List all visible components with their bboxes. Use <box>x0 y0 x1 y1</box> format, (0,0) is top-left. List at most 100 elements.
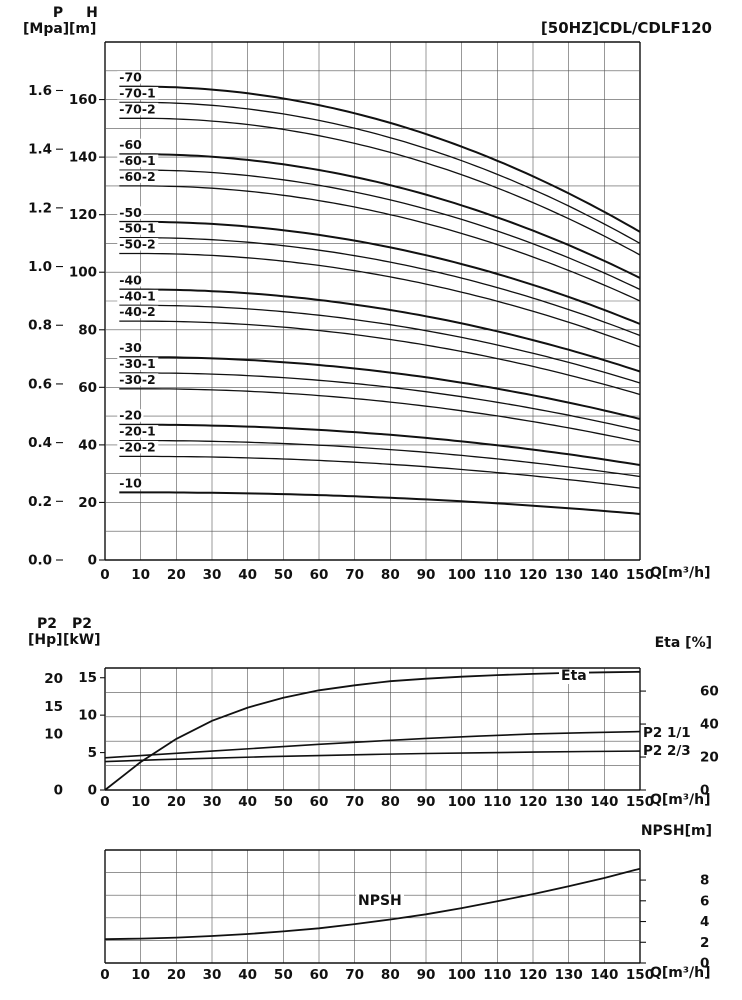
eta-tick: 20 <box>700 750 719 766</box>
p-tick: 0.8 <box>28 318 52 334</box>
npsh-tick: 8 <box>700 873 709 889</box>
p2-kw-axis-name: P2 <box>72 616 93 632</box>
curve-label-50: -50 <box>119 205 142 220</box>
curve-label-mask <box>117 102 159 116</box>
curve-label-mask <box>117 373 159 386</box>
curve-label-20: -20 <box>119 408 142 423</box>
x-tick-mid: 70 <box>345 794 364 810</box>
x-tick-bottom: 0 <box>100 967 109 983</box>
curve-label-mask <box>117 206 144 219</box>
kw-axis-unit: [kW] <box>63 632 101 648</box>
x-tick-main: 140 <box>590 567 618 583</box>
x-tick-mid: 90 <box>417 794 436 810</box>
kw-tick: 5 <box>88 745 97 761</box>
eta-axis-label: Eta [%] <box>654 635 712 651</box>
curve-label-70-1: -70-1 <box>119 85 155 100</box>
x-tick-main: 30 <box>203 567 222 583</box>
p-tick: 1.2 <box>28 200 52 216</box>
x-tick-mid: 150 <box>626 794 654 810</box>
curve-label-mask <box>117 138 144 152</box>
curve-label-mask <box>117 440 159 454</box>
chart-title: [50HZ]CDL/CDLF120 <box>540 19 712 37</box>
hp-tick: 20 <box>44 671 63 687</box>
eta-tick: 40 <box>700 717 719 733</box>
p2-full-curve-label: P2 1/1 <box>643 725 691 741</box>
x-tick-main: 20 <box>167 567 186 583</box>
x-tick-bottom: 90 <box>417 967 436 983</box>
curve-label-mask <box>117 341 144 355</box>
x-tick-bottom: 60 <box>310 967 329 983</box>
h-tick: 160 <box>69 92 97 108</box>
h-tick: 100 <box>69 265 97 281</box>
x-tick-bottom: 20 <box>167 967 186 983</box>
x-tick-bottom: 150 <box>626 967 654 983</box>
x-tick-bottom: 70 <box>345 967 364 983</box>
h-tick: 120 <box>69 207 97 223</box>
curve-label-30-2: -30-2 <box>119 372 155 387</box>
npsh-tick: 4 <box>700 914 709 930</box>
pump-curve-60-2 <box>119 185 641 302</box>
x-tick-main: 150 <box>626 567 654 583</box>
curve-label-10: -10 <box>119 475 142 490</box>
curve-label-40-1: -40-1 <box>119 288 155 303</box>
h-axis-name: H <box>86 5 98 21</box>
x-tick-mid: 10 <box>131 794 150 810</box>
x-tick-main: 130 <box>555 567 583 583</box>
p-axis-unit: [Mpa] <box>23 21 70 37</box>
curve-label-70: -70 <box>119 70 142 85</box>
pump-curve-30 <box>119 356 641 420</box>
x-tick-mid: 60 <box>310 794 329 810</box>
h-tick: 60 <box>78 380 97 396</box>
x-tick-mid: 50 <box>274 794 293 810</box>
x-tick-main: 80 <box>381 567 400 583</box>
curve-label-mask <box>117 71 144 84</box>
x-tick-bottom: 120 <box>519 967 547 983</box>
x-tick-mid: 0 <box>100 794 109 810</box>
x-tick-main: 120 <box>519 567 547 583</box>
x-tick-mid: 140 <box>590 794 618 810</box>
curve-label-mask <box>117 425 159 438</box>
curve-label-40-2: -40-2 <box>119 304 155 319</box>
pump-curve-20-2 <box>119 455 641 489</box>
curve-label-mask <box>117 289 159 303</box>
curve-label-mask <box>117 357 159 370</box>
h-tick: 140 <box>69 150 97 166</box>
p-tick: 1.4 <box>28 142 52 158</box>
curve-label-mask <box>117 476 144 490</box>
pump-curve-30-1 <box>119 372 641 432</box>
h-tick: 0 <box>88 553 97 569</box>
x-tick-bottom: 140 <box>590 967 618 983</box>
curve-label-mask <box>117 305 159 319</box>
hp-tick: 15 <box>44 699 63 715</box>
p-tick: 0.2 <box>28 494 52 510</box>
curve-label-mask <box>117 222 159 235</box>
x-tick-main: 70 <box>345 567 364 583</box>
npsh-tick: 0 <box>700 956 709 972</box>
h-tick: 40 <box>78 437 97 453</box>
eta-tick: 0 <box>700 783 709 799</box>
x-tick-main: 10 <box>131 567 150 583</box>
x-tick-mid: 40 <box>238 794 257 810</box>
curve-label-mask <box>117 409 144 422</box>
curve-label-60-2: -60-2 <box>119 169 155 184</box>
curve-label-40: -40 <box>119 272 142 287</box>
h-axis-unit: [m] <box>69 21 97 37</box>
eta-curve-label: Eta <box>559 668 589 685</box>
curve-p2-1-1 <box>104 730 641 759</box>
x-tick-mid: 100 <box>448 794 476 810</box>
x-tick-main: 60 <box>310 567 329 583</box>
pump-curve-40-2 <box>119 320 641 396</box>
pump-curve-50-1 <box>119 237 641 337</box>
hp-tick: 10 <box>44 727 63 743</box>
pump-curve-50 <box>119 220 641 325</box>
p-tick: 0.0 <box>28 553 52 569</box>
curve-eta <box>104 670 641 791</box>
x-tick-bottom: 10 <box>131 967 150 983</box>
pump-curve-50-2 <box>119 252 641 348</box>
x-tick-mid: 110 <box>483 794 511 810</box>
curve-label-60-1: -60-1 <box>119 153 155 168</box>
h-tick: 80 <box>78 322 97 338</box>
pump-curve-20-1 <box>119 439 641 478</box>
x-tick-main: 40 <box>238 567 257 583</box>
